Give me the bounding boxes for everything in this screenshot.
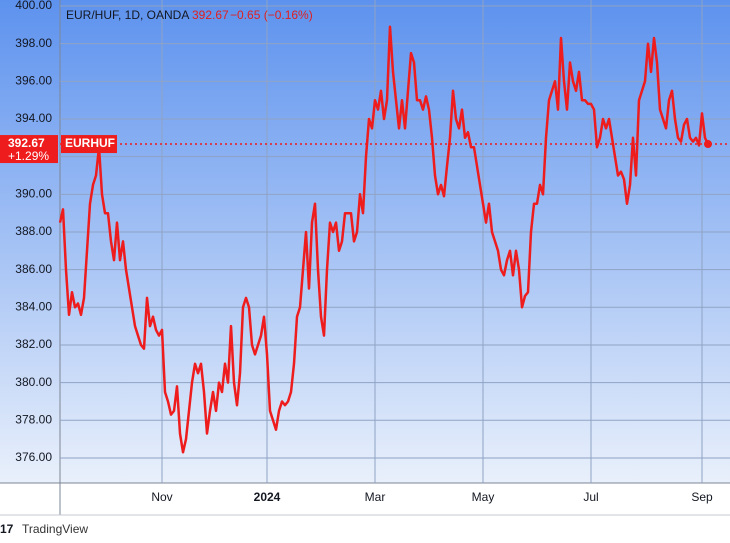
y-tick-label: 386.00 [15, 262, 52, 276]
price-tag [0, 135, 58, 164]
plot-background [0, 0, 730, 483]
legend-header: EUR/HUF, 1D, OANDA 392.67 −0.65 (−0.16%) [66, 8, 313, 22]
x-tick-label: 2024 [254, 490, 281, 504]
x-tick-label: Nov [151, 490, 172, 504]
logo-mark: 17 [0, 522, 14, 536]
y-tick-label: 382.00 [15, 337, 52, 351]
change: −0.65 (−0.16%) [230, 8, 313, 22]
x-tick-label: May [472, 490, 495, 504]
y-tick-label: 388.00 [15, 224, 52, 238]
y-tick-label: 376.00 [15, 450, 52, 464]
y-tick-label: 398.00 [15, 36, 52, 50]
price-tag-change: +1.29% [8, 149, 49, 163]
marks [58, 25, 730, 454]
y-tick-label: 384.00 [15, 299, 52, 313]
price-tag-value: 392.67 [8, 136, 45, 150]
x-tick-label: Sep [691, 490, 713, 504]
y-tick-label: 396.00 [15, 74, 52, 88]
x-tick-label: Mar [365, 490, 386, 504]
last-value: 392.67 [192, 8, 229, 22]
symbol-tag [61, 135, 117, 154]
price-line [58, 25, 710, 454]
y-tick-label: 378.00 [15, 412, 52, 426]
y-tick-label: 400.00 [15, 0, 52, 12]
y-tick-label: 390.00 [15, 187, 52, 201]
source: TradingView [22, 522, 88, 536]
symbol-tag-label: EURHUF [65, 136, 115, 150]
last-price-dot [704, 140, 712, 149]
x-tick-label: Jul [583, 490, 598, 504]
y-tick-label: 380.00 [15, 375, 52, 389]
chart-title: EUR/HUF, 1D, OANDA [66, 8, 189, 22]
y-tick-label: 394.00 [15, 111, 52, 125]
